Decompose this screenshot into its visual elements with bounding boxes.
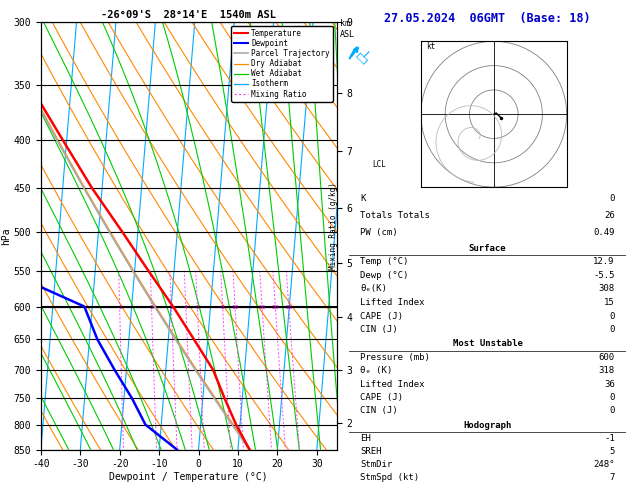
Text: ⤒–: ⤒– xyxy=(355,46,375,66)
Text: Totals Totals: Totals Totals xyxy=(360,210,430,220)
Text: CIN (J): CIN (J) xyxy=(360,406,398,416)
Text: 26: 26 xyxy=(604,210,615,220)
X-axis label: Dewpoint / Temperature (°C): Dewpoint / Temperature (°C) xyxy=(109,472,268,482)
Text: LCL: LCL xyxy=(372,160,386,170)
Text: 1: 1 xyxy=(118,305,121,310)
Text: 15: 15 xyxy=(604,298,615,307)
Text: 5: 5 xyxy=(610,447,615,456)
Text: Mixing Ratio (g/kg): Mixing Ratio (g/kg) xyxy=(329,182,338,270)
Text: -5.5: -5.5 xyxy=(593,271,615,280)
Text: Surface: Surface xyxy=(469,244,506,253)
Text: K: K xyxy=(360,193,365,203)
Text: Dewp (°C): Dewp (°C) xyxy=(360,271,409,280)
Text: EH: EH xyxy=(360,434,371,443)
Y-axis label: hPa: hPa xyxy=(1,227,11,244)
Text: 248°: 248° xyxy=(593,460,615,469)
Text: 0: 0 xyxy=(610,193,615,203)
Title: -26°09'S  28°14'E  1540m ASL: -26°09'S 28°14'E 1540m ASL xyxy=(101,10,276,20)
Text: 308: 308 xyxy=(599,284,615,294)
Text: 8: 8 xyxy=(221,305,225,310)
Text: 16: 16 xyxy=(259,305,266,310)
Text: SREH: SREH xyxy=(360,447,382,456)
Text: PW (cm): PW (cm) xyxy=(360,227,398,237)
Text: 7: 7 xyxy=(610,473,615,482)
Text: 12.9: 12.9 xyxy=(593,258,615,266)
Text: Most Unstable: Most Unstable xyxy=(452,339,523,348)
Text: CAPE (J): CAPE (J) xyxy=(360,312,403,320)
Text: Lifted Index: Lifted Index xyxy=(360,298,425,307)
Text: 0: 0 xyxy=(610,406,615,416)
Text: 0: 0 xyxy=(610,393,615,402)
Text: 10: 10 xyxy=(231,305,239,310)
Text: 0: 0 xyxy=(610,312,615,320)
Text: 5: 5 xyxy=(196,305,199,310)
Text: CIN (J): CIN (J) xyxy=(360,325,398,334)
Text: Temp (°C): Temp (°C) xyxy=(360,258,409,266)
Text: kt: kt xyxy=(426,42,435,51)
Text: 0.49: 0.49 xyxy=(593,227,615,237)
Text: 27.05.2024  06GMT  (Base: 18): 27.05.2024 06GMT (Base: 18) xyxy=(384,12,591,25)
Text: Pressure (mb): Pressure (mb) xyxy=(360,353,430,362)
Text: StmDir: StmDir xyxy=(360,460,392,469)
Text: 3: 3 xyxy=(170,305,173,310)
Text: CAPE (J): CAPE (J) xyxy=(360,393,403,402)
Text: 36: 36 xyxy=(604,380,615,389)
Text: 4: 4 xyxy=(184,305,188,310)
Text: StmSpd (kt): StmSpd (kt) xyxy=(360,473,420,482)
Text: 25: 25 xyxy=(286,305,293,310)
Text: θₑ(K): θₑ(K) xyxy=(360,284,387,294)
Text: 20: 20 xyxy=(272,305,279,310)
Text: Lifted Index: Lifted Index xyxy=(360,380,425,389)
Text: km
ASL: km ASL xyxy=(340,19,355,39)
Text: 318: 318 xyxy=(599,366,615,375)
Text: 600: 600 xyxy=(599,353,615,362)
Text: 0: 0 xyxy=(610,325,615,334)
Text: -1: -1 xyxy=(604,434,615,443)
Text: 2: 2 xyxy=(150,305,153,310)
Text: Hodograph: Hodograph xyxy=(464,420,511,430)
Legend: Temperature, Dewpoint, Parcel Trajectory, Dry Adiabat, Wet Adiabat, Isotherm, Mi: Temperature, Dewpoint, Parcel Trajectory… xyxy=(231,26,333,102)
Text: θₑ (K): θₑ (K) xyxy=(360,366,392,375)
